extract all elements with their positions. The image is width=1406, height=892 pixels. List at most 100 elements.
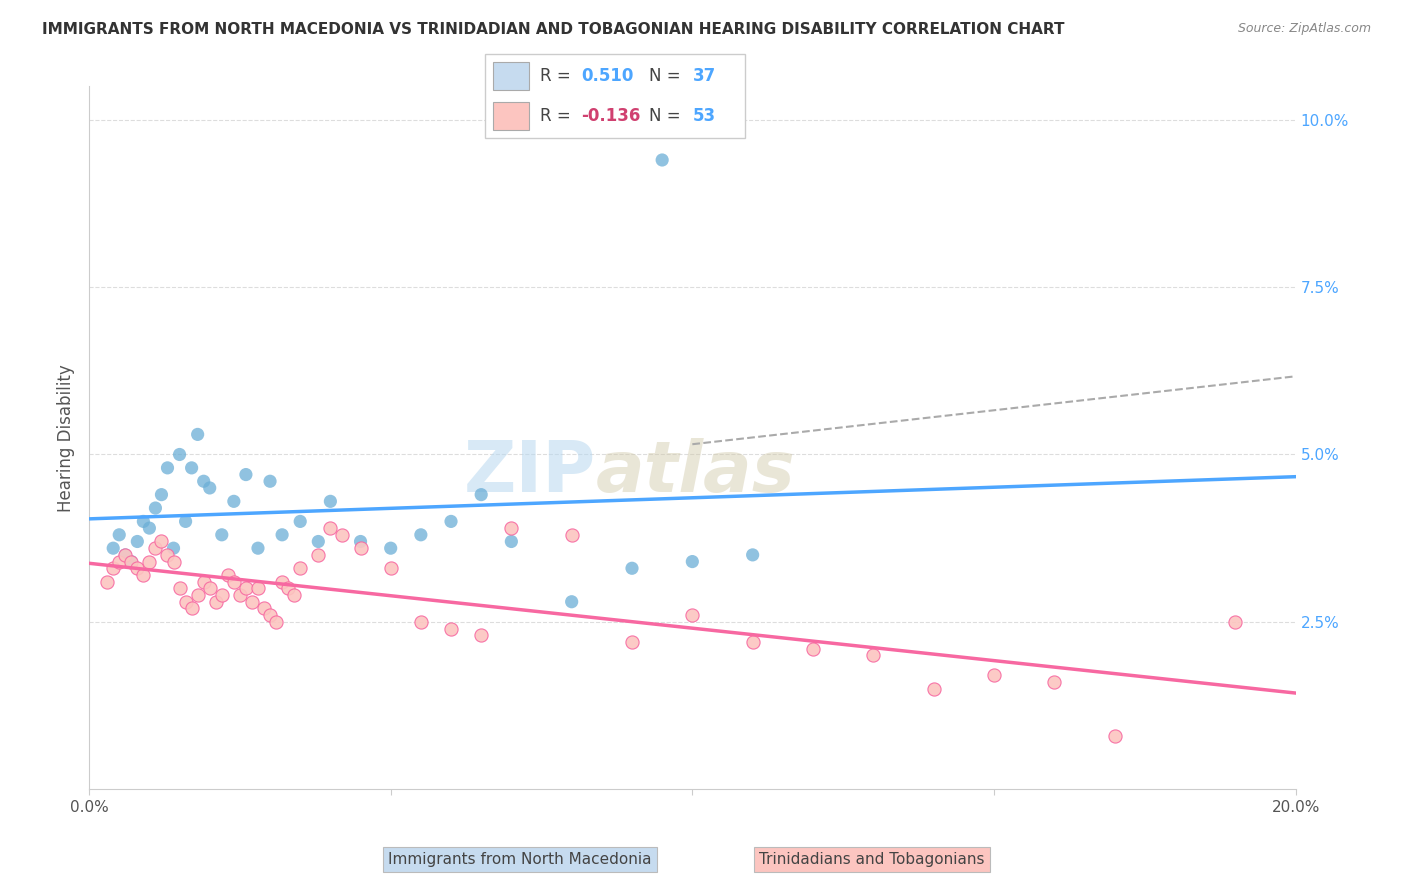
Point xyxy=(120,555,142,569)
Point xyxy=(193,475,215,489)
Point xyxy=(229,588,252,602)
Point xyxy=(271,574,294,589)
Point xyxy=(621,635,644,649)
Point xyxy=(222,574,245,589)
Point xyxy=(174,515,197,529)
Point xyxy=(114,548,136,562)
Point xyxy=(922,681,945,696)
Point xyxy=(156,461,179,475)
Point xyxy=(380,541,402,556)
Text: -0.136: -0.136 xyxy=(581,107,641,125)
FancyBboxPatch shape xyxy=(494,102,529,130)
Point xyxy=(180,601,202,615)
Point xyxy=(409,615,432,629)
Point xyxy=(561,595,583,609)
Point xyxy=(409,528,432,542)
Point xyxy=(501,534,523,549)
Point xyxy=(349,534,371,549)
Point xyxy=(332,528,354,542)
Point xyxy=(211,528,233,542)
Point xyxy=(801,641,824,656)
Point xyxy=(138,521,160,535)
Text: IMMIGRANTS FROM NORTH MACEDONIA VS TRINIDADIAN AND TOBAGONIAN HEARING DISABILITY: IMMIGRANTS FROM NORTH MACEDONIA VS TRINI… xyxy=(42,22,1064,37)
Point xyxy=(127,534,149,549)
Point xyxy=(120,555,142,569)
Point xyxy=(253,601,276,615)
Point xyxy=(271,528,294,542)
Point xyxy=(193,574,215,589)
Point xyxy=(96,574,118,589)
Point xyxy=(235,582,257,596)
Point xyxy=(983,668,1005,682)
Point xyxy=(145,541,167,556)
Point xyxy=(1225,615,1247,629)
Text: ZIP: ZIP xyxy=(464,438,596,508)
Point xyxy=(440,515,463,529)
Point xyxy=(283,588,305,602)
Point xyxy=(217,568,239,582)
Point xyxy=(138,555,160,569)
Point xyxy=(162,541,184,556)
Point xyxy=(204,595,226,609)
Point xyxy=(380,561,402,575)
Text: 53: 53 xyxy=(693,107,716,125)
Point xyxy=(349,541,371,556)
Text: R =: R = xyxy=(540,67,575,85)
Point xyxy=(246,541,269,556)
Point xyxy=(264,615,287,629)
Point xyxy=(103,561,125,575)
Text: Source: ZipAtlas.com: Source: ZipAtlas.com xyxy=(1237,22,1371,36)
Point xyxy=(222,494,245,508)
Point xyxy=(108,555,131,569)
Point xyxy=(132,515,155,529)
Point xyxy=(211,588,233,602)
Point xyxy=(470,488,492,502)
Point xyxy=(145,501,167,516)
Point xyxy=(162,555,184,569)
Point xyxy=(103,541,125,556)
Point xyxy=(235,467,257,482)
Point xyxy=(319,521,342,535)
Point xyxy=(156,548,179,562)
Point xyxy=(651,153,673,167)
Point xyxy=(198,481,221,495)
Point xyxy=(246,582,269,596)
Y-axis label: Hearing Disability: Hearing Disability xyxy=(58,364,75,512)
Point xyxy=(501,521,523,535)
Point xyxy=(132,568,155,582)
Point xyxy=(277,582,299,596)
Point xyxy=(681,555,703,569)
Point xyxy=(862,648,884,663)
Point xyxy=(307,534,329,549)
Point xyxy=(741,548,763,562)
Point xyxy=(319,494,342,508)
FancyBboxPatch shape xyxy=(494,62,529,90)
Text: atlas: atlas xyxy=(596,438,796,508)
Point xyxy=(440,622,463,636)
FancyBboxPatch shape xyxy=(485,54,745,138)
Point xyxy=(150,534,173,549)
Point xyxy=(180,461,202,475)
Point xyxy=(174,595,197,609)
Point xyxy=(198,582,221,596)
Point xyxy=(561,528,583,542)
Point xyxy=(290,515,312,529)
Point xyxy=(1043,675,1066,690)
Point xyxy=(150,488,173,502)
Text: 37: 37 xyxy=(693,67,717,85)
Point xyxy=(108,528,131,542)
Text: R =: R = xyxy=(540,107,575,125)
Point xyxy=(1104,729,1126,743)
Point xyxy=(114,548,136,562)
Text: Trinidadians and Tobagonians: Trinidadians and Tobagonians xyxy=(759,852,984,867)
Point xyxy=(741,635,763,649)
Point xyxy=(187,588,209,602)
Point xyxy=(621,561,644,575)
Point xyxy=(259,475,281,489)
Point xyxy=(259,608,281,623)
Text: N =: N = xyxy=(650,107,686,125)
Point xyxy=(127,561,149,575)
Point xyxy=(681,608,703,623)
Text: N =: N = xyxy=(650,67,686,85)
Text: Immigrants from North Macedonia: Immigrants from North Macedonia xyxy=(388,852,652,867)
